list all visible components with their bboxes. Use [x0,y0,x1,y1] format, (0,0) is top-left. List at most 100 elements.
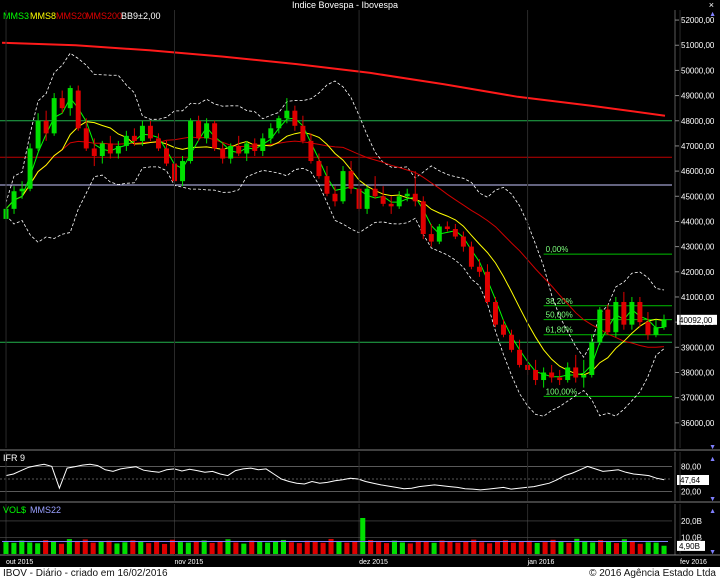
candle[interactable] [597,307,603,345]
candle[interactable] [67,85,73,116]
candle[interactable] [428,223,434,247]
candle[interactable] [492,296,498,328]
candle[interactable] [268,123,274,144]
candle[interactable] [99,140,105,164]
candle-body [629,302,635,325]
candle[interactable] [252,138,258,156]
candle[interactable] [155,133,161,151]
candle[interactable] [115,140,121,159]
candle[interactable] [164,140,169,167]
candle[interactable] [260,133,266,156]
candle[interactable] [139,120,145,146]
candle[interactable] [244,140,250,162]
candle[interactable] [276,115,282,134]
candle[interactable] [452,223,458,240]
candle[interactable] [220,143,226,164]
candle[interactable] [420,196,426,240]
candle[interactable] [340,166,346,204]
candle[interactable] [372,176,378,199]
candle[interactable] [396,191,402,209]
candle[interactable] [107,135,113,159]
candle[interactable] [621,291,627,330]
candle[interactable] [316,153,322,179]
volume-bar [582,540,588,554]
candle[interactable] [661,314,667,330]
candle[interactable] [557,369,563,386]
candle[interactable] [91,138,97,167]
candle[interactable] [509,329,515,353]
candle[interactable] [484,264,490,305]
candle[interactable] [653,319,659,338]
candle[interactable] [549,364,555,383]
candle[interactable] [613,296,619,338]
candle[interactable] [188,118,194,164]
candle[interactable] [589,334,595,378]
scroll-down-icon[interactable]: ▼ [709,444,716,451]
candle[interactable] [11,186,17,214]
candle[interactable] [300,115,306,144]
candle[interactable] [364,186,370,214]
candle[interactable] [83,118,89,151]
candle[interactable] [380,186,386,207]
candle[interactable] [645,312,651,340]
ifr-scroll-down-icon[interactable]: ▼ [709,496,716,503]
candle[interactable] [637,296,643,328]
candle[interactable] [581,359,587,388]
candle-body [107,143,113,154]
candle[interactable] [180,156,186,187]
candle[interactable] [204,118,210,144]
candle[interactable] [308,133,314,164]
candle[interactable] [75,85,81,131]
candle[interactable] [501,319,506,338]
mms20-line [5,136,665,348]
candle[interactable] [468,241,474,270]
candle[interactable] [19,181,25,199]
candle-body [533,369,539,381]
volume-bar [344,542,350,554]
scroll-up-icon[interactable]: ▲ [709,11,716,18]
candle[interactable] [517,339,523,368]
candle[interactable] [212,120,218,151]
candle[interactable] [123,130,129,151]
volume-bar [58,543,65,554]
last-price-tag [677,314,717,325]
candle[interactable] [444,221,450,232]
candle[interactable] [541,367,547,388]
candle[interactable] [460,231,466,252]
candle[interactable] [59,90,65,114]
mms8-line [5,121,665,376]
candle[interactable] [51,93,57,136]
candle[interactable] [573,354,579,383]
candle[interactable] [284,98,290,124]
candle[interactable] [605,304,611,335]
volume-bar [272,541,279,554]
candle-body [35,120,41,149]
candle[interactable] [412,171,418,207]
candle[interactable] [147,120,153,141]
candle[interactable] [196,115,202,141]
candle[interactable] [292,105,298,131]
candle[interactable] [476,259,482,277]
y-tick-label: 38000,00 [681,368,715,377]
vol-scroll-up-icon[interactable]: ▲ [709,508,716,515]
candle[interactable] [228,143,234,164]
candle-body [452,229,458,237]
volume-bar [320,542,326,554]
close-icon[interactable]: × [709,0,714,10]
candle[interactable] [27,143,33,192]
candle[interactable] [35,113,41,151]
candle[interactable] [629,296,635,330]
candle[interactable] [43,110,49,141]
ifr-scroll-up-icon[interactable]: ▲ [709,456,716,463]
candle[interactable] [131,128,137,146]
candle[interactable] [436,223,442,245]
candle[interactable] [388,196,394,214]
candle[interactable] [236,135,242,156]
candle[interactable] [332,186,338,207]
candle[interactable] [565,362,571,383]
candle[interactable] [324,166,330,197]
vol-scroll-down-icon[interactable]: ▼ [709,549,716,556]
candle[interactable] [348,161,354,194]
candle[interactable] [404,188,410,202]
candle[interactable] [533,359,539,386]
